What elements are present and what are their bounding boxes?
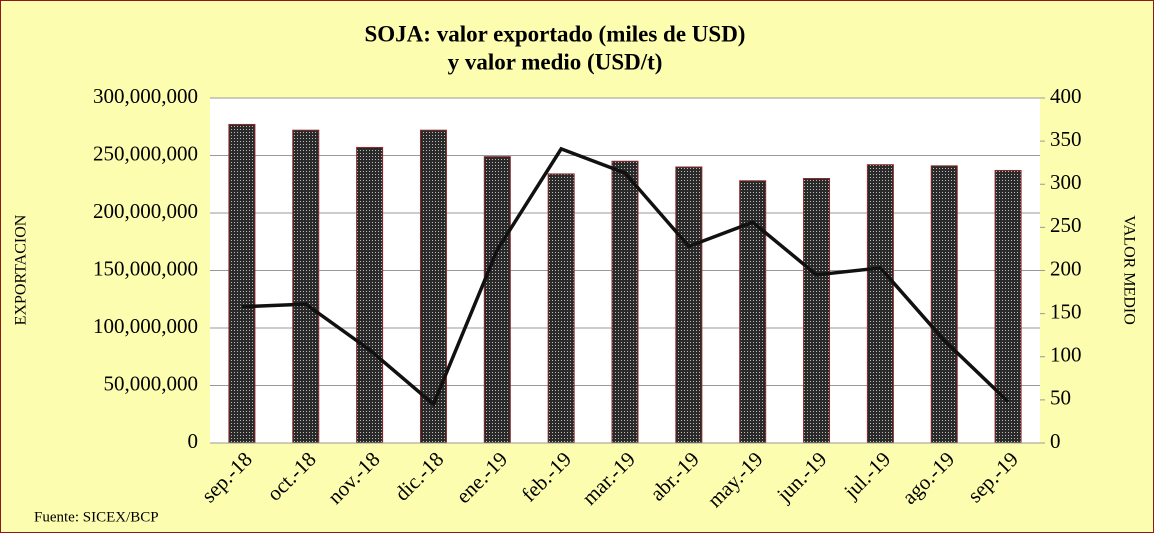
bar — [292, 129, 320, 444]
y2-tick-label: 300 — [1050, 170, 1082, 194]
y-tick-label: 50,000,000 — [104, 371, 199, 395]
bar — [228, 123, 256, 444]
y2-tick-label: 200 — [1050, 256, 1082, 280]
bar — [994, 169, 1022, 444]
y-tick-label: 150,000,000 — [93, 256, 198, 280]
y-tick-label: 100,000,000 — [93, 314, 198, 338]
chart-title: SOJA: valor exportado (miles de USD) — [365, 21, 746, 46]
y-tick-label: 250,000,000 — [93, 141, 198, 165]
y2-tick-label: 0 — [1050, 429, 1061, 453]
bar — [803, 178, 831, 444]
bar — [356, 146, 384, 444]
y2-tick-label: 400 — [1050, 84, 1082, 108]
y2-tick-label: 50 — [1050, 386, 1071, 410]
y-axis-label: EXPORTACION — [13, 214, 30, 325]
y-tick-label: 0 — [188, 429, 199, 453]
y2-tick-label: 250 — [1050, 213, 1082, 237]
y2-axis-label: VALOR MEDIO — [1120, 215, 1137, 324]
y2-tick-label: 100 — [1050, 343, 1082, 367]
bar — [419, 129, 447, 444]
chart-title: y valor medio (USD/t) — [448, 49, 663, 74]
bar — [611, 160, 639, 444]
bar — [739, 180, 767, 444]
y-tick-label: 200,000,000 — [93, 199, 198, 223]
bar — [547, 173, 575, 444]
y2-tick-label: 150 — [1050, 299, 1082, 323]
y-tick-label: 300,000,000 — [93, 84, 198, 108]
line — [241, 146, 1010, 408]
y2-tick-label: 350 — [1050, 127, 1082, 151]
source: Fuente: SICEX/BCP — [34, 509, 159, 525]
bar — [483, 156, 511, 444]
bar — [930, 165, 958, 444]
bar — [675, 166, 703, 444]
bar — [866, 164, 894, 444]
